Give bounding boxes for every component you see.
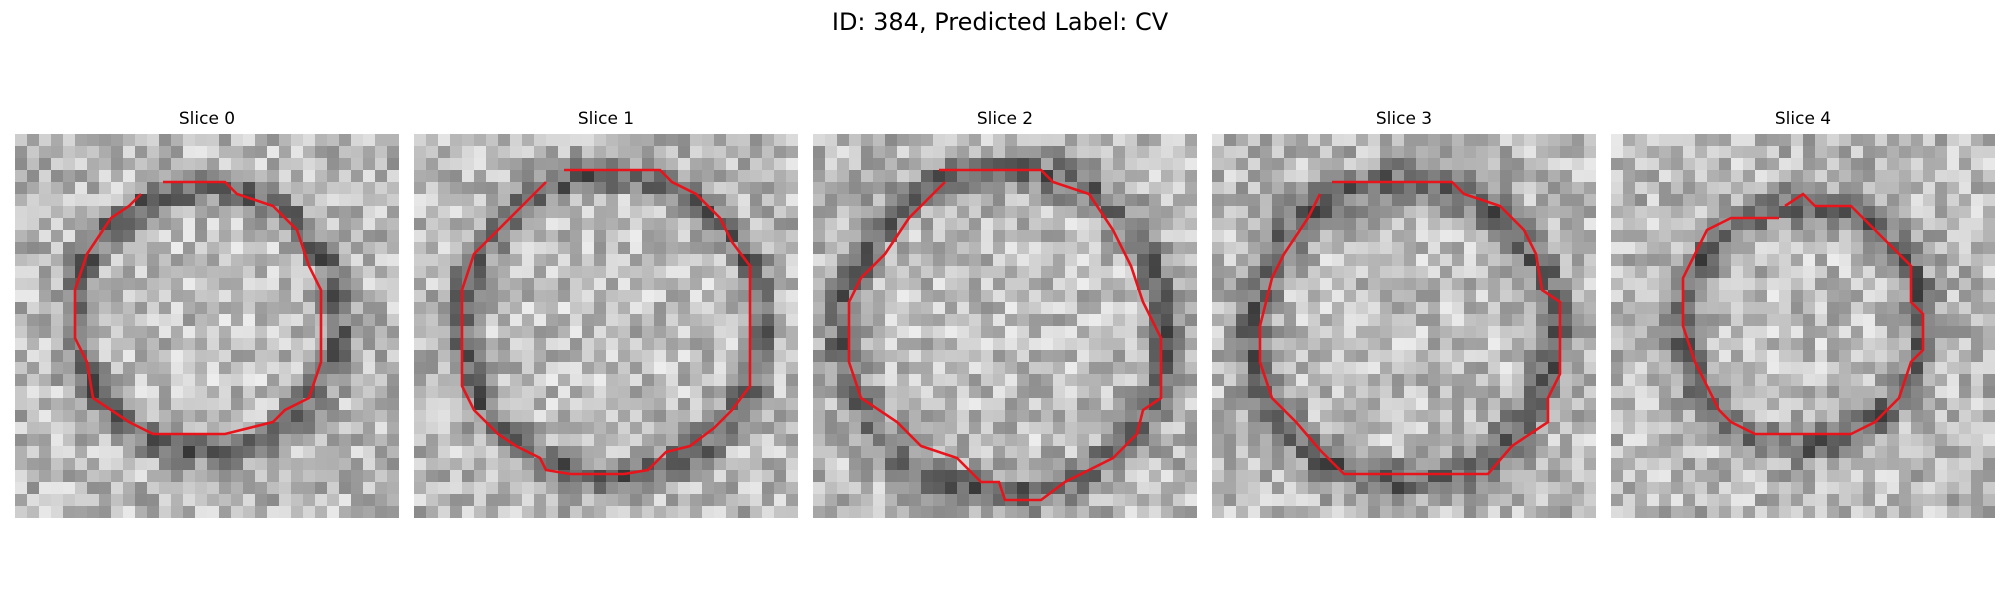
slice-image <box>414 134 798 518</box>
microscopy-pixel-grid <box>15 134 399 518</box>
slice-title: Slice 3 <box>1375 109 1433 129</box>
microscopy-pixel-grid <box>1611 134 1995 518</box>
microscopy-pixel-grid <box>1212 134 1596 518</box>
slice-title: Slice 1 <box>577 109 635 129</box>
slice-image <box>1212 134 1596 518</box>
segmentation-outline <box>460 168 752 476</box>
segmentation-outline <box>73 180 323 436</box>
segmentation-outline <box>1681 192 1925 436</box>
microscopy-pixel-grid <box>414 134 798 518</box>
slice-title: Slice 2 <box>976 109 1034 129</box>
figure-title: ID: 384, Predicted Label: CV <box>831 8 1169 36</box>
slice-image <box>813 134 1197 518</box>
slice-title: Slice 4 <box>1774 109 1832 129</box>
microscopy-pixel-grid <box>813 134 1197 518</box>
slice-image <box>15 134 399 518</box>
segmentation-outline <box>1258 180 1562 476</box>
slice-title: Slice 0 <box>178 109 236 129</box>
slice-image <box>1611 134 1995 518</box>
segmentation-outline <box>847 168 1163 502</box>
